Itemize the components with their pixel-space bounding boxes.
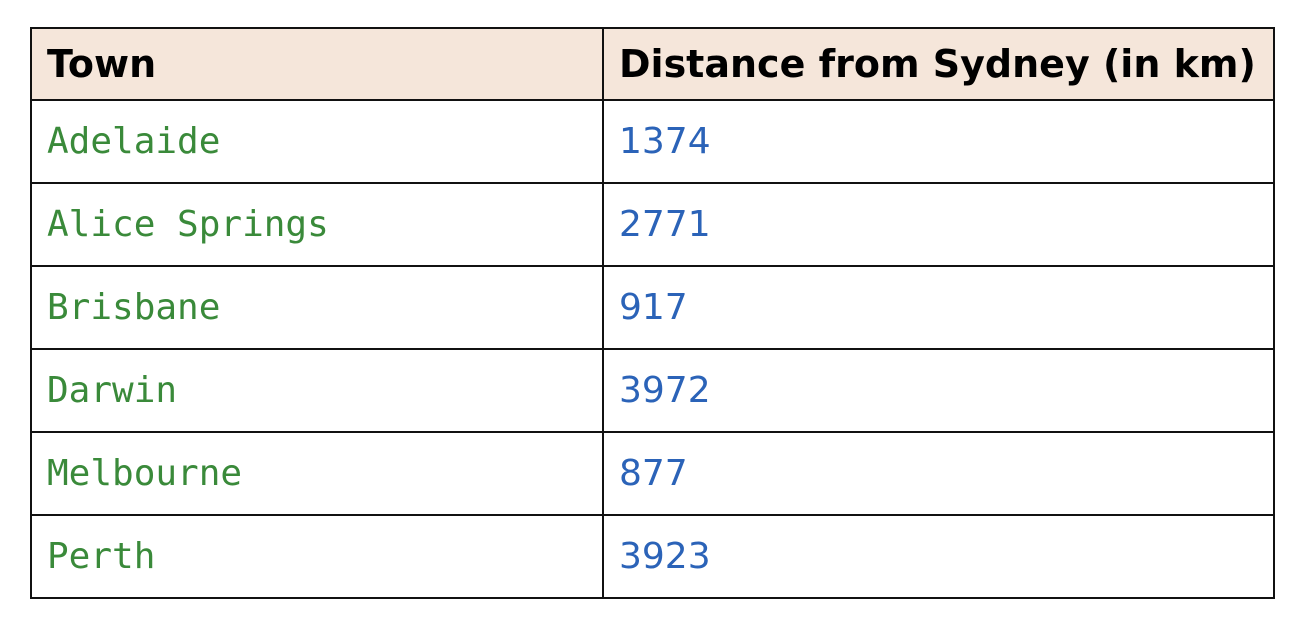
header-town: Town <box>30 27 604 101</box>
table-row: Brisbane 917 <box>30 265 1275 350</box>
table-row: Melbourne 877 <box>30 431 1275 516</box>
distance-cell: 3923 <box>602 514 1275 599</box>
table-body: Adelaide 1374 Alice Springs 2771 Brisban… <box>30 99 1275 599</box>
distance-cell: 3972 <box>602 348 1275 433</box>
header-distance: Distance from Sydney (in km) <box>602 27 1275 101</box>
header-row: Town Distance from Sydney (in km) <box>30 27 1275 101</box>
distance-table-container: Town Distance from Sydney (in km) Adelai… <box>30 27 1275 599</box>
table-header: Town Distance from Sydney (in km) <box>30 27 1275 101</box>
town-cell: Alice Springs <box>30 182 604 267</box>
distance-cell: 917 <box>602 265 1275 350</box>
table-row: Darwin 3972 <box>30 348 1275 433</box>
town-cell: Melbourne <box>30 431 604 516</box>
town-cell: Perth <box>30 514 604 599</box>
town-cell: Adelaide <box>30 99 604 184</box>
table-row: Perth 3923 <box>30 514 1275 599</box>
distance-cell: 877 <box>602 431 1275 516</box>
table-row: Alice Springs 2771 <box>30 182 1275 267</box>
town-cell: Brisbane <box>30 265 604 350</box>
distance-cell: 2771 <box>602 182 1275 267</box>
table-row: Adelaide 1374 <box>30 99 1275 184</box>
distance-table: Town Distance from Sydney (in km) Adelai… <box>30 27 1275 599</box>
town-cell: Darwin <box>30 348 604 433</box>
distance-cell: 1374 <box>602 99 1275 184</box>
